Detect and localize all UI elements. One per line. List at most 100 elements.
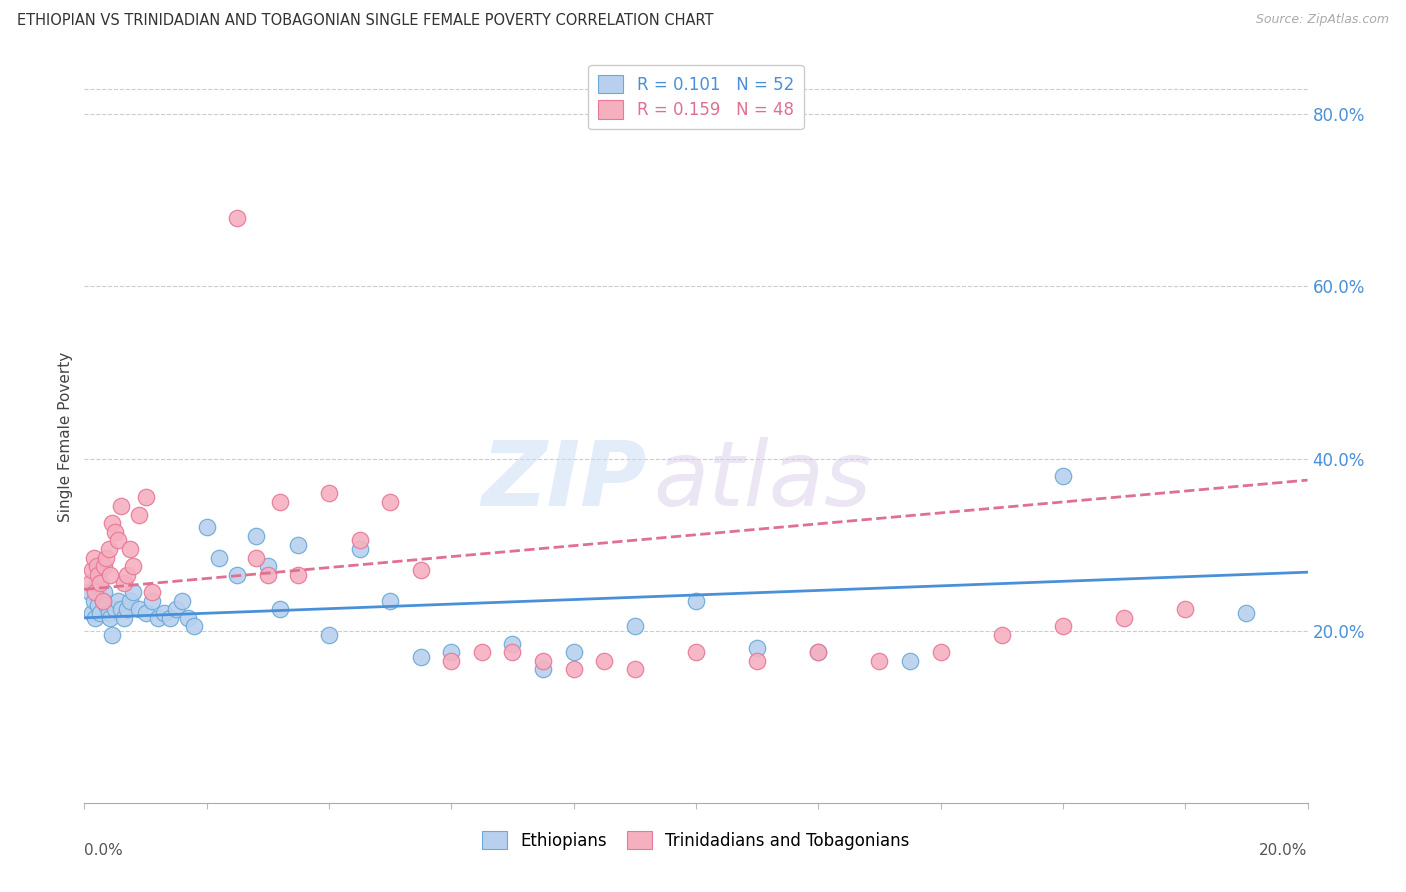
Point xyxy=(245,529,267,543)
Text: Source: ZipAtlas.com: Source: ZipAtlas.com xyxy=(1256,13,1389,27)
Text: 0.0%: 0.0% xyxy=(84,843,124,858)
Point xyxy=(89,576,111,591)
Point xyxy=(141,585,163,599)
Point xyxy=(135,491,157,505)
Point xyxy=(531,662,554,676)
Point xyxy=(86,576,108,591)
Point xyxy=(287,567,309,582)
Point xyxy=(531,654,554,668)
Point xyxy=(165,602,187,616)
Point xyxy=(807,645,830,659)
Point xyxy=(287,538,309,552)
Point xyxy=(349,533,371,548)
Point xyxy=(122,585,145,599)
Point xyxy=(101,516,124,530)
Point xyxy=(141,593,163,607)
Point xyxy=(380,494,402,508)
Point xyxy=(183,619,205,633)
Text: ZIP: ZIP xyxy=(482,437,647,525)
Point xyxy=(807,645,830,659)
Point xyxy=(1236,607,1258,621)
Point xyxy=(349,541,371,556)
Point xyxy=(502,645,524,659)
Point xyxy=(135,607,157,621)
Point xyxy=(257,567,280,582)
Point xyxy=(112,611,135,625)
Point xyxy=(146,611,169,625)
Point xyxy=(380,593,402,607)
Point xyxy=(104,524,127,539)
Point xyxy=(97,541,120,556)
Point xyxy=(153,607,176,621)
Point xyxy=(226,567,249,582)
Point xyxy=(128,602,150,616)
Point xyxy=(83,550,105,565)
Point xyxy=(79,576,101,591)
Point xyxy=(269,602,291,616)
Point xyxy=(624,662,647,676)
Point xyxy=(177,611,200,625)
Point xyxy=(98,567,121,582)
Point xyxy=(87,598,110,612)
Point xyxy=(110,499,132,513)
Point xyxy=(685,593,707,607)
Point xyxy=(94,598,117,612)
Point xyxy=(87,567,110,582)
Point xyxy=(86,559,108,574)
Point xyxy=(91,593,114,607)
Point xyxy=(128,508,150,522)
Point xyxy=(869,654,891,668)
Point xyxy=(110,602,132,616)
Point xyxy=(195,520,218,534)
Point xyxy=(409,564,432,578)
Point xyxy=(929,645,952,659)
Point xyxy=(98,611,121,625)
Point xyxy=(115,602,138,616)
Point xyxy=(91,593,114,607)
Point xyxy=(562,645,585,659)
Point xyxy=(83,593,105,607)
Point xyxy=(440,645,463,659)
Point xyxy=(120,593,142,607)
Point xyxy=(115,567,138,582)
Point xyxy=(122,559,145,574)
Point xyxy=(159,611,181,625)
Point xyxy=(93,585,115,599)
Point xyxy=(747,654,769,668)
Point xyxy=(245,550,267,565)
Point xyxy=(593,654,616,668)
Point xyxy=(172,593,194,607)
Point xyxy=(624,619,647,633)
Point xyxy=(685,645,707,659)
Point xyxy=(107,593,129,607)
Text: ETHIOPIAN VS TRINIDADIAN AND TOBAGONIAN SINGLE FEMALE POVERTY CORRELATION CHART: ETHIOPIAN VS TRINIDADIAN AND TOBAGONIAN … xyxy=(17,13,713,29)
Point xyxy=(94,550,117,565)
Point xyxy=(257,559,280,574)
Point xyxy=(80,564,103,578)
Point xyxy=(112,576,135,591)
Point xyxy=(991,628,1014,642)
Point xyxy=(409,649,432,664)
Point xyxy=(84,585,107,599)
Point xyxy=(79,585,101,599)
Point xyxy=(80,607,103,621)
Y-axis label: Single Female Poverty: Single Female Poverty xyxy=(58,352,73,522)
Point xyxy=(104,602,127,616)
Point xyxy=(1174,602,1197,616)
Point xyxy=(471,645,494,659)
Point xyxy=(318,628,340,642)
Point xyxy=(120,541,142,556)
Point xyxy=(97,607,120,621)
Point xyxy=(208,550,231,565)
Point xyxy=(1052,468,1074,483)
Text: atlas: atlas xyxy=(654,437,872,525)
Point xyxy=(747,640,769,655)
Point xyxy=(107,533,129,548)
Point xyxy=(1114,611,1136,625)
Point xyxy=(84,611,107,625)
Point xyxy=(318,486,340,500)
Point xyxy=(1052,619,1074,633)
Point xyxy=(101,628,124,642)
Point xyxy=(898,654,921,668)
Point xyxy=(269,494,291,508)
